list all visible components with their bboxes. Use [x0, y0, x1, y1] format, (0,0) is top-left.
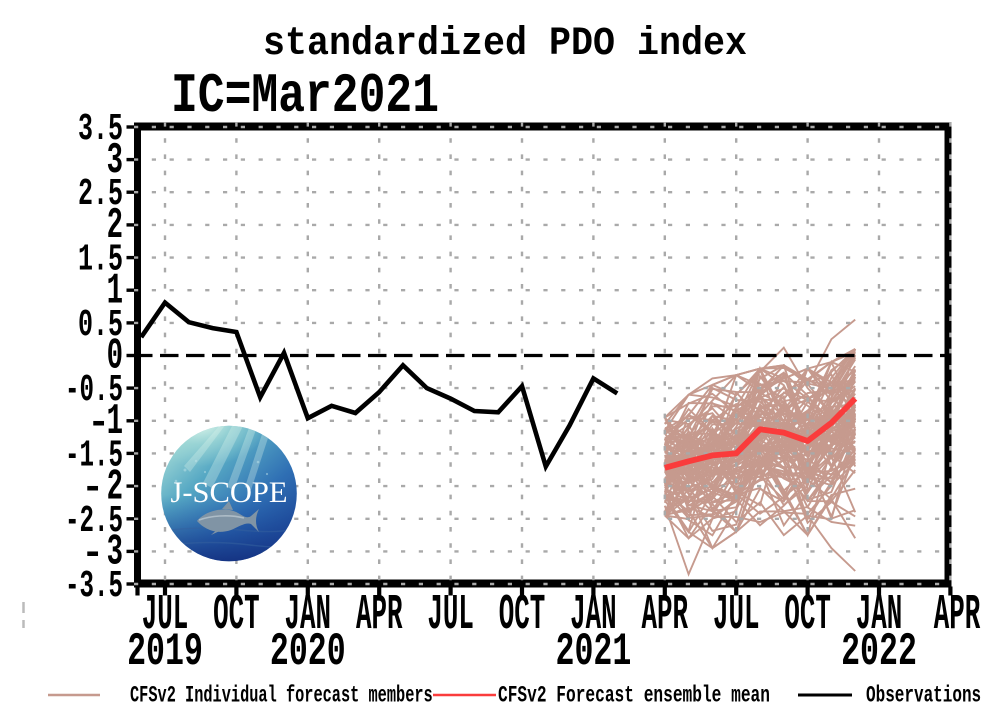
svg-text:3: 3: [107, 136, 123, 185]
svg-text:JUL: JUL: [427, 587, 474, 643]
svg-text:OCT: OCT: [499, 587, 546, 643]
svg-text:APR: APR: [356, 587, 403, 643]
svg-text:-1.5: -1.5: [65, 434, 123, 477]
svg-text:OCT: OCT: [213, 587, 260, 643]
svg-text:2.5: 2.5: [78, 173, 123, 216]
svg-text:IC=Mar2021: IC=Mar2021: [171, 64, 439, 128]
svg-text:-0.5: -0.5: [65, 369, 123, 412]
svg-text:JAN: JAN: [285, 587, 332, 643]
svg-text:1.5: 1.5: [78, 239, 123, 282]
svg-text:2021: 2021: [555, 625, 631, 678]
svg-text:JAN: JAN: [570, 587, 617, 643]
svg-text:0.5: 0.5: [78, 304, 123, 347]
svg-text:2019: 2019: [127, 625, 203, 678]
svg-text:2: 2: [107, 201, 123, 250]
svg-text:APR: APR: [642, 587, 689, 643]
svg-text:JAN: JAN: [856, 587, 903, 643]
svg-text:-2.5: -2.5: [65, 500, 123, 543]
svg-text:OCT: OCT: [784, 587, 831, 643]
svg-text:JUL: JUL: [713, 587, 760, 643]
svg-text:1: 1: [107, 266, 123, 315]
svg-text:2: 2: [107, 462, 123, 511]
svg-text:-: -: [87, 402, 110, 445]
svg-text:CFSv2 Individual forecast memb: CFSv2 Individual forecast members: [130, 683, 433, 709]
svg-text:-: -: [81, 532, 104, 575]
svg-text:0: 0: [107, 332, 123, 381]
svg-text:JUL: JUL: [142, 587, 189, 643]
svg-text:APR: APR: [934, 587, 981, 643]
svg-text:J-SCOPE: J-SCOPE: [171, 476, 288, 509]
svg-text:CFSv2 Forecast ensemble mean: CFSv2 Forecast ensemble mean: [498, 682, 770, 709]
svg-text:Observations: Observations: [866, 683, 981, 709]
svg-text:-: -: [81, 467, 104, 510]
svg-text:2020: 2020: [270, 625, 346, 678]
svg-text:3: 3: [107, 528, 123, 577]
svg-text:2022: 2022: [841, 625, 917, 678]
svg-text:-3.5: -3.5: [65, 565, 123, 608]
svg-text:1: 1: [107, 397, 123, 446]
svg-text:3.5: 3.5: [78, 108, 123, 151]
svg-text:standardized PDO index: standardized PDO index: [263, 22, 747, 67]
